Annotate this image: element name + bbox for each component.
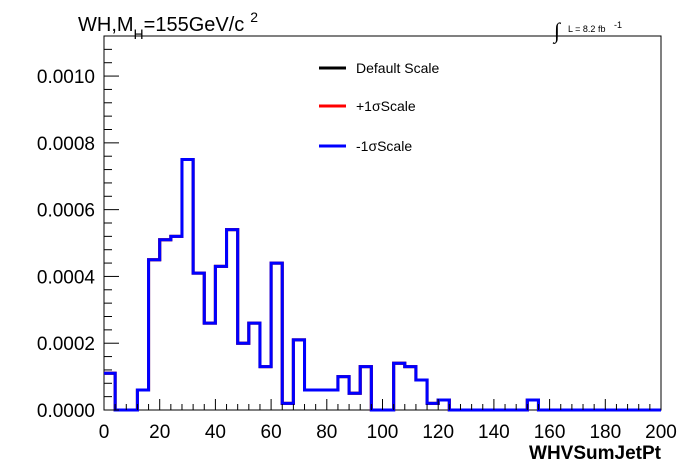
x-tick-label: 100 [367,422,399,443]
y-tick-label: 0.0008 [37,134,95,155]
chart-title: WH,MH=155GeV/c 2 [78,9,258,42]
x-axis: 0 20 40 60 80 100 120 140 160 180 200 [99,399,677,443]
x-tick-label: 60 [261,422,282,443]
x-tick-label: 180 [589,422,621,443]
x-tick-label: 120 [422,422,454,443]
legend-label-default: Default Scale [356,60,439,76]
legend-label-minus1sigma: -1σScale [356,138,412,154]
y-axis: 0.0000 0.0002 0.0004 0.0006 0.0008 0.0010 [37,35,119,422]
legend: Default Scale +1σScale -1σScale [319,60,439,154]
x-tick-label: 160 [534,422,566,443]
series-minus1sigma-scale [104,158,661,412]
luminosity-label: L = 8.2 fb [568,24,605,34]
x-tick-label: 140 [478,422,510,443]
x-tick-label: 200 [645,422,677,443]
legend-label-plus1sigma: +1σScale [356,98,416,114]
x-axis-title: WHVSumJetPt [529,443,662,464]
y-tick-label: 0.0006 [37,201,95,222]
luminosity-exponent: -1 [614,20,622,30]
x-tick-label: 40 [205,422,226,443]
x-tick-label: 20 [149,422,170,443]
series-layer [104,158,661,412]
y-tick-label: 0.0000 [37,401,95,422]
integral-sign: ∫ [552,18,562,44]
y-tick-label: 0.0002 [37,334,95,355]
x-tick-label: 80 [316,422,337,443]
luminosity-annotation: ∫ L = 8.2 fb -1 [552,18,622,44]
y-tick-label: 0.0004 [37,267,96,288]
x-tick-label: 0 [99,422,110,443]
y-tick-label: 0.0010 [37,67,95,88]
